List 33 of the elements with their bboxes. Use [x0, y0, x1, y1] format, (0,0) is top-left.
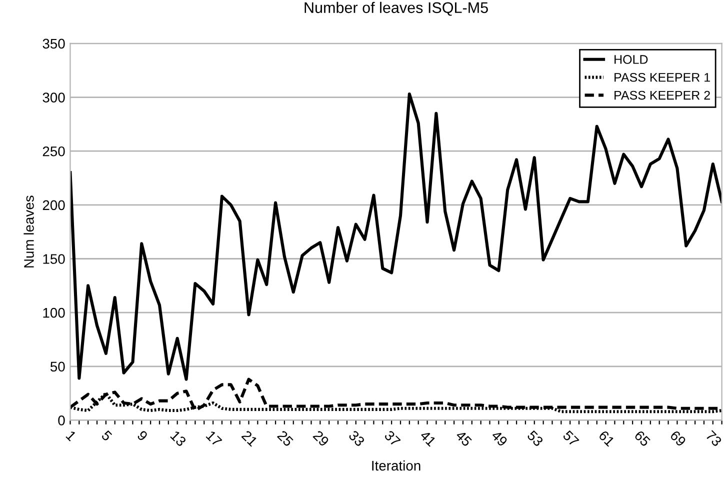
x-tick-label: 33: [348, 430, 366, 447]
x-axis-title: Iteration: [372, 460, 420, 471]
x-tick-label: 61: [598, 430, 616, 447]
legend-label: HOLD: [614, 55, 648, 64]
y-tick-label: 50: [50, 362, 65, 372]
x-tick-label: 9: [136, 430, 148, 442]
x-tick-label: 57: [562, 430, 580, 447]
x-tick-label: 65: [634, 430, 651, 447]
legend-label: PASS KEEPER 2: [614, 90, 710, 100]
x-tick-label: 21: [241, 430, 258, 447]
chart-title: Number of leaves ISQL-M5: [304, 2, 488, 16]
x-tick-label: 37: [384, 430, 401, 447]
x-tick-label: 41: [419, 430, 436, 447]
x-tick-label: 53: [526, 430, 544, 447]
x-tick-label: 73: [705, 430, 722, 447]
x-tick-label: 45: [455, 430, 472, 447]
x-tick-label: 17: [206, 430, 222, 447]
legend-label: PASS KEEPER 1: [614, 72, 710, 82]
x-tick-label: 5: [100, 430, 112, 442]
y-tick-label: 350: [42, 38, 65, 49]
x-tick-label: 13: [170, 430, 187, 447]
y-tick-label: 100: [43, 308, 65, 318]
x-tick-label: 49: [490, 430, 508, 447]
x-tick-label: 69: [670, 430, 687, 447]
y-tick-label: 300: [42, 92, 65, 102]
x-tick-label: 25: [276, 430, 294, 447]
y-tick-label: 150: [43, 254, 65, 264]
y-tick-label: 250: [42, 146, 65, 156]
y-tick-label: 200: [42, 200, 65, 210]
y-tick-label: 0: [58, 416, 65, 426]
x-tick-label: 1: [66, 430, 77, 442]
x-tick-label: 29: [312, 430, 330, 447]
y-axis-title: Num leaves: [24, 196, 34, 268]
